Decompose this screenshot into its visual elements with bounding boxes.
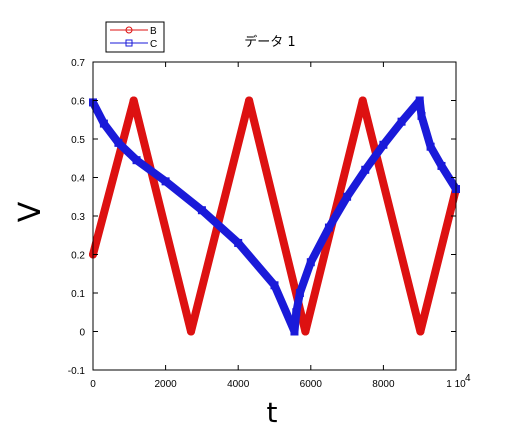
series-b-point <box>301 327 310 336</box>
series-c-point <box>437 161 446 170</box>
x-tick-label: 8000 <box>372 379 395 390</box>
series-c-point <box>114 138 123 147</box>
series-layer <box>89 96 460 336</box>
series-b-point <box>358 96 367 105</box>
series-c-point <box>290 327 299 336</box>
y-tick-label: -0.1 <box>68 366 86 377</box>
series-c-point <box>415 96 424 105</box>
series-b-point <box>129 96 138 105</box>
ticks-layer: 0 2000 4000 6000 8000 1 10 -0.1 0 0.1 0.2 0.3 0.4 0.… <box>68 58 466 390</box>
legend-marker-c <box>125 39 133 47</box>
series-c-point <box>161 177 170 186</box>
x-tick-label: 4000 <box>227 379 250 390</box>
series-c-point <box>295 289 304 297</box>
x-tick-label: 2000 <box>154 379 177 390</box>
series-c-line <box>89 96 460 336</box>
series-c-point <box>132 156 141 165</box>
x-tick-exponent: 4 <box>465 373 471 384</box>
series-b-point <box>416 327 425 336</box>
legend-label-b: B <box>150 26 157 37</box>
y-tick-label: 0.6 <box>71 97 85 108</box>
series-c-point <box>417 111 426 120</box>
series-c-point <box>343 192 352 201</box>
x-tick-label: 1 10 <box>446 379 466 390</box>
y-tick-label: 0.1 <box>71 289 85 300</box>
y-tick-label: 0.7 <box>71 58 85 69</box>
y-tick-label: 0 <box>79 328 85 339</box>
legend: B C <box>105 21 165 53</box>
x-tick-label: 6000 <box>300 379 323 390</box>
y-tick-label: 0.4 <box>71 174 85 185</box>
series-c-point <box>361 165 370 174</box>
x-tick-label: 0 <box>90 379 96 390</box>
y-tick-label: 0.3 <box>71 212 85 223</box>
series-c-point <box>306 258 315 267</box>
series-b-point <box>187 327 196 336</box>
legend-marker-b <box>125 26 133 34</box>
series-c-point <box>292 308 301 317</box>
y-tick-label: 0.2 <box>71 251 85 262</box>
y-axis-label: V <box>13 201 48 222</box>
y-tick-label: 0.5 <box>71 135 85 146</box>
series-c-point <box>270 281 279 290</box>
x-axis-label: t <box>267 396 278 429</box>
series-b-point <box>245 96 254 105</box>
series-c-point <box>397 117 406 126</box>
series-c-point <box>324 223 333 232</box>
series-c-point <box>426 142 435 151</box>
legend-label-c: C <box>150 39 157 50</box>
chart-title: データ 1 <box>244 34 295 50</box>
legend-box <box>105 21 165 53</box>
series-c-point <box>99 119 108 128</box>
series-c-point <box>197 206 206 215</box>
series-c-point <box>234 238 243 247</box>
series-c-point <box>379 140 388 149</box>
series-b-line <box>89 96 460 336</box>
